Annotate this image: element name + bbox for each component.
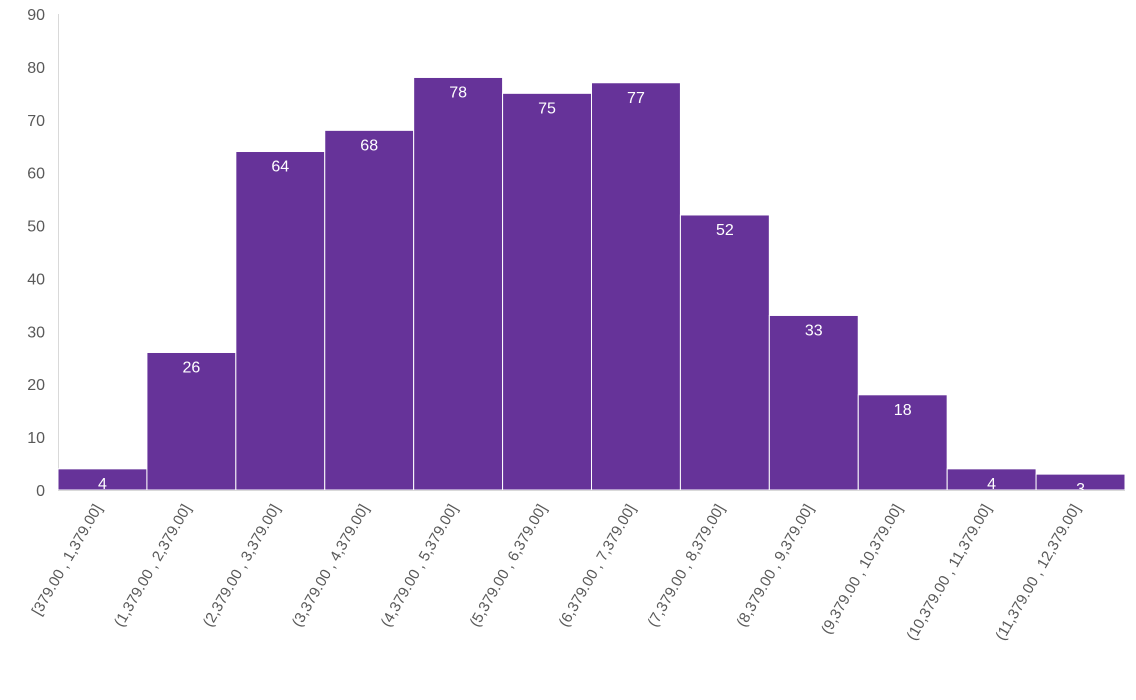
x-category-label: (4,379.00 , 5,379.00] xyxy=(378,502,462,630)
bar-value-label: 26 xyxy=(182,359,200,376)
y-tick-label: 50 xyxy=(27,219,45,236)
x-category-label: (5,379.00 , 6,379.00] xyxy=(467,502,551,630)
y-tick-label: 70 xyxy=(27,113,45,130)
x-category-label: (11,379.00 , 12,379.00] xyxy=(992,502,1084,644)
y-tick-label: 90 xyxy=(27,7,45,24)
x-category-label: (3,379.00 , 4,379.00] xyxy=(289,502,373,630)
x-category-label: (1,379.00 , 2,379.00] xyxy=(111,502,195,630)
y-tick-label: 30 xyxy=(27,324,45,341)
bar-value-label: 52 xyxy=(716,222,734,239)
y-tick-label: 20 xyxy=(27,377,45,394)
y-tick-label: 0 xyxy=(36,483,45,500)
y-axis: 0 10 20 30 40 50 60 70 80 90 xyxy=(27,7,59,500)
bar-value-label: 68 xyxy=(360,137,378,154)
bar-value-label: 3 xyxy=(1076,481,1085,498)
histogram-bar xyxy=(235,151,326,491)
histogram-bar xyxy=(591,82,681,491)
y-tick-label: 10 xyxy=(27,430,45,447)
bar-value-label: 78 xyxy=(449,84,467,101)
histogram-bar xyxy=(768,314,859,491)
data-labels: 4 26 64 68 78 75 77 52 33 18 4 3 xyxy=(98,84,1085,498)
bars xyxy=(57,76,1126,491)
bar-value-label: 64 xyxy=(271,159,289,176)
bar-value-label: 4 xyxy=(98,476,107,493)
x-axis: [379.00 , 1,379.00] (1,379.00 , 2,379.00]… xyxy=(29,490,1125,644)
bar-value-label: 75 xyxy=(538,100,556,117)
x-category-label: (9,379.00 , 10,379.00] xyxy=(818,501,906,637)
x-category-label: (10,379.00 , 11,379.00] xyxy=(903,502,995,644)
bar-value-label: 4 xyxy=(987,476,996,493)
y-tick-label: 60 xyxy=(27,166,45,183)
histogram-bar xyxy=(679,214,770,491)
x-category-label: [379.00 , 1,379.00] xyxy=(29,502,106,619)
y-tick-label: 40 xyxy=(27,271,45,288)
histogram-bar xyxy=(146,351,237,491)
histogram-bar xyxy=(324,129,415,491)
x-category-label: (7,379.00 , 8,379.00] xyxy=(644,502,728,630)
histogram-bar xyxy=(413,76,504,491)
bar-value-label: 33 xyxy=(805,322,823,339)
bar-value-label: 77 xyxy=(627,90,645,107)
x-category-label: (8,379.00 , 9,379.00] xyxy=(733,502,817,630)
y-tick-label: 80 xyxy=(27,60,45,77)
x-category-label: (6,379.00 , 7,379.00] xyxy=(555,502,639,630)
bar-value-label: 18 xyxy=(894,402,912,419)
histogram-bar xyxy=(502,92,593,491)
x-category-label: (2,379.00 , 3,379.00] xyxy=(200,502,284,630)
